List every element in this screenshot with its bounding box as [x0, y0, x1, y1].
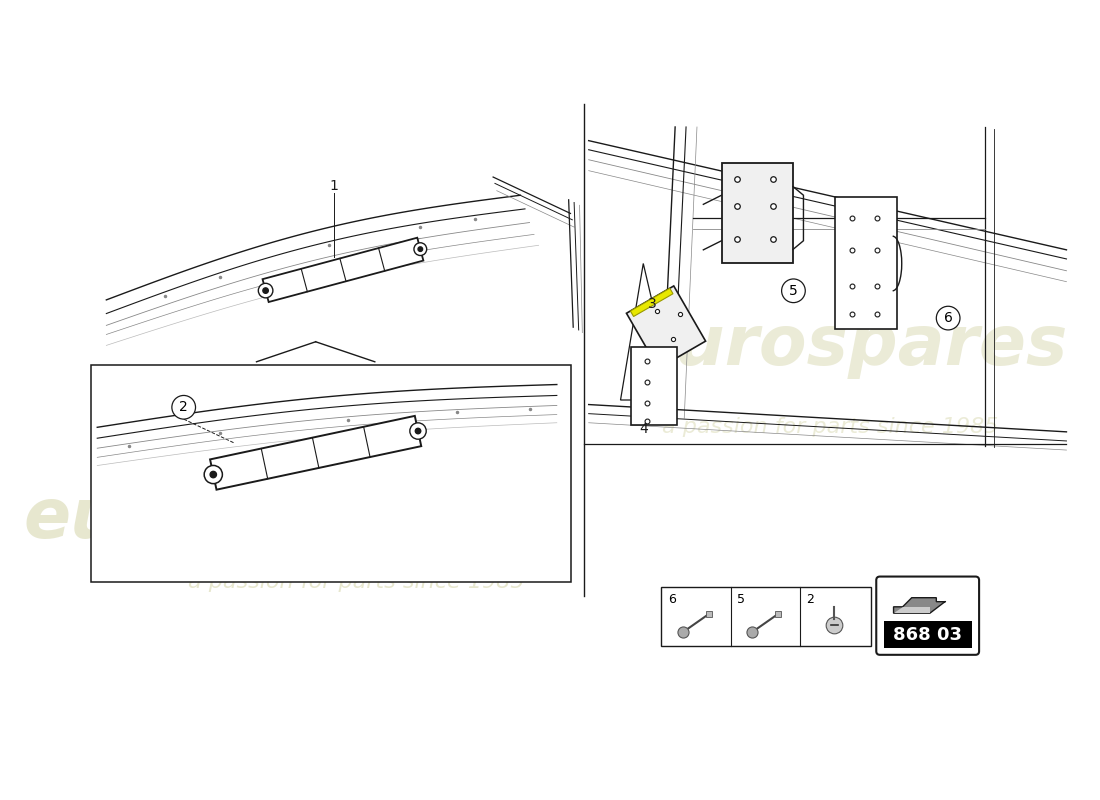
Text: eurospares: eurospares [23, 485, 462, 552]
Circle shape [172, 395, 196, 419]
Text: 5: 5 [789, 284, 797, 298]
Text: 6: 6 [668, 593, 675, 606]
Bar [835, 197, 898, 329]
Circle shape [205, 466, 222, 484]
Text: 868 03: 868 03 [893, 626, 961, 644]
Polygon shape [620, 263, 675, 400]
Text: 3: 3 [648, 298, 657, 311]
Polygon shape [893, 607, 930, 613]
Circle shape [414, 242, 427, 255]
Circle shape [416, 428, 421, 434]
FancyBboxPatch shape [877, 577, 979, 655]
Polygon shape [630, 288, 673, 317]
Text: eurospares: eurospares [628, 312, 1068, 379]
Text: 2: 2 [179, 400, 188, 414]
Polygon shape [263, 238, 424, 302]
Circle shape [782, 279, 805, 302]
Text: 5: 5 [737, 593, 745, 606]
Polygon shape [210, 416, 421, 490]
Text: 1: 1 [329, 179, 339, 193]
Bar [91, 366, 571, 582]
Circle shape [418, 247, 422, 251]
Polygon shape [893, 598, 945, 613]
Text: 6: 6 [944, 311, 953, 325]
Bar [722, 163, 792, 263]
Circle shape [210, 471, 217, 478]
Text: a passion for parts since 1985: a passion for parts since 1985 [662, 418, 998, 438]
Circle shape [258, 283, 273, 298]
Bar [883, 622, 971, 647]
Circle shape [263, 288, 268, 294]
Text: 2: 2 [806, 593, 814, 606]
Circle shape [410, 423, 426, 439]
Circle shape [936, 306, 960, 330]
Text: a passion for parts since 1985: a passion for parts since 1985 [188, 572, 525, 592]
Polygon shape [627, 286, 705, 369]
Bar [661, 586, 871, 646]
Text: 4: 4 [639, 422, 648, 436]
Bar [631, 347, 676, 425]
